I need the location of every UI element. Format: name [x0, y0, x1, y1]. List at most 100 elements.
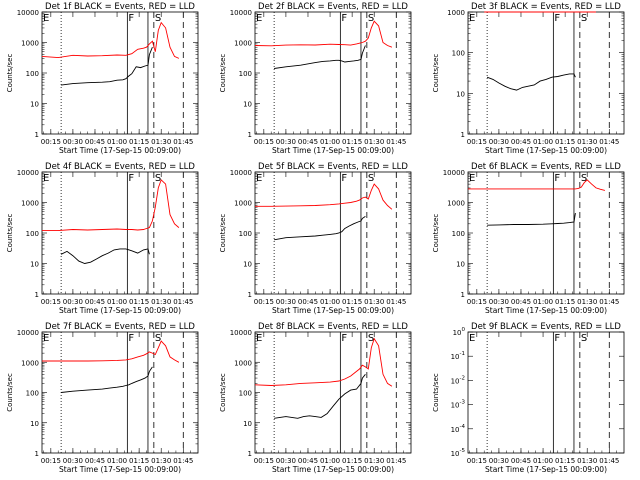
y-tick-label: 100	[239, 230, 252, 238]
marker-label: S	[155, 333, 161, 344]
x-tick-label: 01:30	[151, 298, 171, 306]
x-tick-label: 01:45	[599, 298, 619, 306]
y-tick-label: 100	[239, 70, 252, 78]
y-tick-label: 10	[30, 420, 39, 428]
y-tick-label: 1000	[234, 40, 252, 48]
series-lld-line	[42, 179, 180, 232]
x-tick-label: 01:00	[533, 138, 553, 146]
y-axis-label: Counts/sec	[6, 214, 14, 253]
x-tick-label: 01:15	[555, 457, 575, 465]
marker-label: E	[469, 173, 475, 184]
x-tick-label: 00:30	[489, 457, 509, 465]
marker-label: F	[341, 13, 347, 24]
series-events-line	[274, 216, 366, 241]
x-tick-label: 01:30	[577, 298, 597, 306]
series-lld-line	[254, 20, 393, 48]
panel-title: Det 6f BLACK = Events, RED = LLD	[471, 162, 621, 172]
x-tick-label: 01:30	[364, 457, 384, 465]
marker-label: S	[155, 173, 161, 184]
x-tick-label: 01:15	[342, 298, 362, 306]
x-tick-label: 01:45	[386, 457, 406, 465]
x-tick-label: 01:15	[555, 138, 575, 146]
series-events-line	[61, 47, 153, 86]
x-tick-label: 00:15	[254, 138, 274, 146]
y-tick-label: 1000	[234, 359, 252, 367]
x-tick-label: 01:30	[364, 138, 384, 146]
x-tick-label: 01:45	[599, 457, 619, 465]
x-tick-label: 01:15	[342, 457, 362, 465]
panel-title: Det 5f BLACK = Events, RED = LLD	[258, 162, 408, 172]
x-tick-label: 00:30	[63, 457, 83, 465]
x-axis-label: Start Time (17-Sep-15 00:09:00)	[272, 465, 394, 474]
marker-label: E	[43, 13, 49, 24]
y-tick-label: 1000	[234, 200, 252, 208]
x-axis-label: Start Time (17-Sep-15 00:09:00)	[272, 146, 394, 155]
marker-label: E	[256, 333, 262, 344]
x-tick-label: 00:15	[41, 138, 61, 146]
y-tick-label: 1000	[447, 9, 465, 17]
panel-title: Det 2f BLACK = Events, RED = LLD	[258, 2, 408, 12]
y-tick-label: 10-1	[451, 351, 465, 361]
x-tick-label: 01:15	[555, 298, 575, 306]
panel-title: Det 1f BLACK = Events, RED = LLD	[45, 2, 195, 12]
plot-frame	[41, 11, 199, 135]
y-tick-label: 10000	[230, 169, 252, 177]
x-tick-label: 00:45	[511, 457, 531, 465]
y-tick-label: 1	[461, 291, 465, 299]
x-tick-label: 01:00	[107, 457, 127, 465]
y-tick-label: 1	[461, 131, 465, 139]
x-tick-label: 01:30	[577, 457, 597, 465]
x-tick-label: 00:30	[276, 138, 296, 146]
y-axis-label: Counts/sec	[6, 373, 14, 412]
y-tick-label: 100	[26, 230, 39, 238]
series-events-line	[60, 248, 150, 264]
x-tick-label: 01:45	[386, 298, 406, 306]
x-tick-label: 01:45	[386, 138, 406, 146]
marker-label: E	[256, 173, 262, 184]
marker-label: S	[368, 13, 374, 24]
y-tick-label: 100	[26, 70, 39, 78]
panel-1: Det 1f BLACK = Events, RED = LLD 1 10 100 10…	[6, 2, 199, 155]
x-tick-label: 01:45	[173, 138, 193, 146]
x-tick-label: 00:30	[276, 457, 296, 465]
x-tick-label: 00:45	[298, 298, 318, 306]
y-tick-label: 10-4	[451, 424, 466, 434]
x-tick-label: 01:00	[533, 298, 553, 306]
panel-title: Det 9f BLACK = Events, RED = LLD	[471, 322, 621, 332]
marker-label: E	[469, 13, 475, 24]
x-tick-label: 00:45	[511, 298, 531, 306]
panel-3: Det 3f BLACK = Events, RED = LLD 1 10 100 10…	[432, 2, 625, 155]
plot-frame	[41, 171, 199, 295]
y-tick-label: 10000	[17, 329, 39, 337]
y-tick-label: 100	[452, 230, 465, 238]
x-tick-label: 00:30	[63, 298, 83, 306]
plot-frame	[467, 171, 625, 295]
y-tick-label: 10	[456, 90, 465, 98]
y-axis-label: Counts/sec	[432, 214, 440, 253]
y-tick-label: 10	[243, 420, 252, 428]
marker-label: F	[341, 173, 347, 184]
y-tick-label: 10000	[17, 169, 39, 177]
series-lld-line	[255, 183, 393, 210]
series-events-line	[274, 374, 366, 419]
plot-frame	[254, 171, 412, 295]
y-tick-label: 10-5	[451, 448, 466, 458]
x-tick-label: 01:00	[107, 298, 127, 306]
series-events-line	[486, 73, 576, 91]
x-tick-label: 00:15	[41, 298, 61, 306]
x-tick-label: 00:30	[489, 138, 509, 146]
y-axis-label: Counts/sec	[6, 54, 14, 93]
marker-label: F	[128, 333, 134, 344]
x-tick-label: 01:30	[577, 138, 597, 146]
y-tick-label: 1	[35, 131, 39, 139]
y-tick-label: 1	[35, 291, 39, 299]
x-tick-label: 01:00	[320, 457, 340, 465]
marker-label: S	[155, 13, 161, 24]
x-tick-label: 01:00	[320, 138, 340, 146]
marker-label: S	[581, 333, 587, 344]
x-tick-label: 00:15	[41, 457, 61, 465]
panel-title: Det 3f BLACK = Events, RED = LLD	[471, 2, 621, 12]
x-tick-label: 01:30	[364, 298, 384, 306]
y-tick-label: 1	[248, 291, 252, 299]
